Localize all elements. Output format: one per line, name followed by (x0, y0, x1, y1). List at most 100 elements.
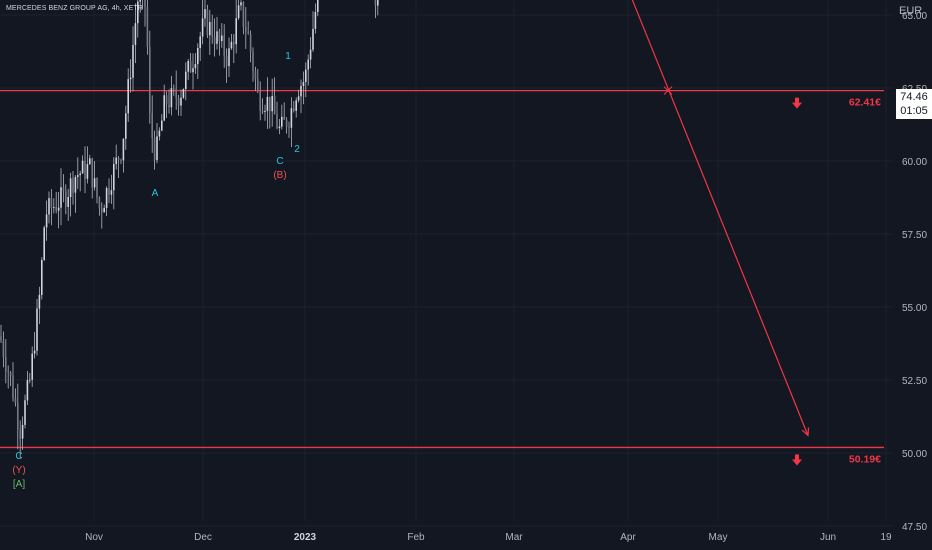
candle-body (168, 104, 170, 108)
candle-body (293, 108, 295, 111)
candle-body (60, 187, 62, 208)
candle-body (194, 64, 197, 69)
candle-body (19, 429, 21, 439)
bar-countdown: 01:05 (900, 105, 928, 117)
candle-body (228, 48, 230, 67)
candle-body (115, 157, 117, 165)
candle-body (2, 340, 5, 357)
candle-body (125, 113, 127, 139)
candle-body (261, 110, 264, 113)
candle-body (209, 21, 211, 36)
price-tick-label: 60.00 (902, 157, 927, 168)
candle-body (50, 198, 53, 209)
projection-down-line[interactable] (496, 0, 809, 436)
candle-body (5, 356, 7, 372)
candle-body (7, 371, 9, 373)
wave-labels: C(Y)[A](A)ABC(B)1234[B](C)5 (12, 51, 300, 490)
candle-body (242, 2, 245, 28)
candle-body (122, 138, 125, 161)
candle-body (285, 119, 288, 127)
candle-body (55, 207, 57, 211)
candle-body (158, 130, 161, 137)
price-tick-label: 55.00 (902, 303, 927, 314)
candle-body (74, 176, 77, 193)
candle-body (197, 48, 199, 65)
candle-body (249, 33, 252, 53)
candle-body (132, 44, 134, 78)
candle-body (45, 214, 48, 228)
candle-body (218, 31, 221, 42)
candle-body (29, 379, 31, 381)
candle-body (69, 178, 72, 197)
candle-body (288, 126, 290, 128)
time-tick-label: Jun (820, 532, 836, 543)
wave-label: A (152, 188, 159, 199)
candle-body (281, 116, 283, 127)
candle-body (211, 21, 213, 38)
candle-body (223, 35, 225, 57)
projection-lines[interactable] (410, 0, 810, 437)
arrow-down-icon (792, 454, 802, 466)
horizontal-levels[interactable]: 77.90€62.41€50.19€ (0, 0, 884, 466)
wave-label: C (15, 451, 22, 462)
candle-body (283, 116, 285, 120)
candle-body (117, 157, 120, 161)
candle-body (156, 136, 158, 161)
candle-body (144, 0, 146, 7)
candle-body (62, 187, 65, 191)
candle-body (84, 160, 86, 179)
candle-body (307, 59, 309, 70)
candle-body (72, 178, 74, 193)
candle-body (81, 160, 84, 174)
candle-body (89, 158, 91, 165)
candle-body (245, 27, 247, 33)
candle-body (129, 77, 132, 80)
candle-body (206, 9, 209, 36)
time-tick-label: Feb (407, 532, 425, 543)
candle-body (33, 350, 36, 354)
candle-body (110, 190, 113, 195)
candle-body (120, 160, 122, 161)
candle-body (31, 353, 33, 380)
candle-body (314, 12, 317, 29)
candle-body (165, 95, 168, 105)
time-axis[interactable]: Nov Dec 2023 Feb Mar Apr May Jun 19 (85, 532, 892, 543)
price-candles (0, 0, 379, 459)
candle-body (149, 46, 151, 114)
candle-body (312, 28, 314, 50)
candle-body (170, 88, 173, 108)
candle-body (113, 164, 115, 191)
price-level-label: 62.41€ (849, 97, 881, 109)
candle-body (91, 158, 93, 188)
candle-body (290, 108, 293, 128)
candle-body (77, 175, 79, 177)
candle-body (101, 208, 103, 213)
candle-body (295, 100, 297, 111)
candle-body (180, 97, 182, 106)
candle-body (26, 380, 29, 401)
candle-body (187, 60, 189, 72)
price-tick-label: 50.00 (902, 449, 927, 460)
intersection-marker (663, 86, 673, 95)
candle-body (230, 41, 233, 49)
price-tick-label: 57.50 (902, 230, 927, 241)
candle-body (48, 198, 50, 215)
candle-body (237, 5, 240, 19)
candle-body (173, 88, 175, 89)
candle-body (199, 36, 201, 49)
candle-body (240, 2, 242, 6)
candle-body (12, 375, 14, 399)
price-axis[interactable]: 77.5075.0072.5070.0067.5065.0062.5060.00… (902, 0, 927, 533)
candle-body (278, 126, 281, 129)
candle-body (247, 32, 249, 34)
time-tick-label: 19 (880, 532, 892, 543)
candle-body (204, 9, 206, 19)
wave-label: (Y) (12, 465, 25, 476)
wave-label: (B) (273, 170, 286, 181)
candle-body (14, 398, 17, 403)
candle-body (146, 6, 149, 47)
candle-body (134, 23, 137, 45)
candle-body (38, 294, 41, 309)
candle-body (257, 78, 259, 92)
